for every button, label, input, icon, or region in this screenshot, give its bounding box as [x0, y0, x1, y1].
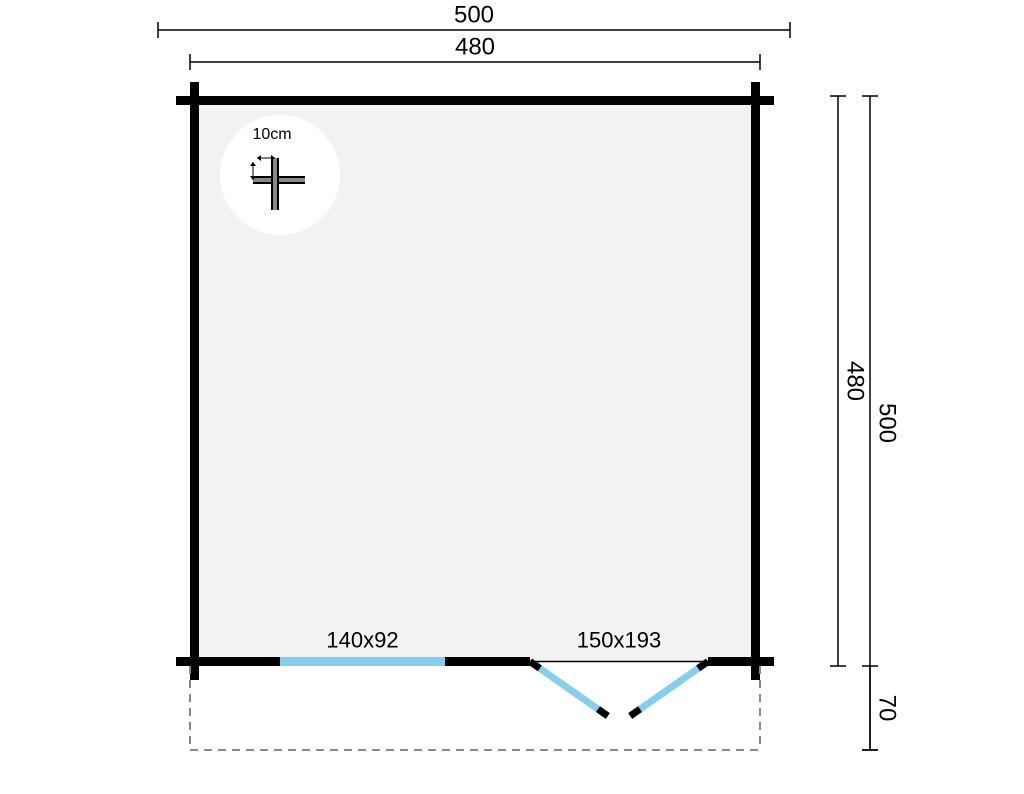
window-label: 140x92: [326, 627, 398, 652]
detail-label: 10cm: [252, 126, 291, 143]
dim-top-inner-label: 480: [455, 33, 495, 60]
dim-top-outer-label: 500: [454, 1, 494, 28]
dim-right-outer-label: 500: [874, 403, 901, 443]
dim-right-porch-label: 70: [874, 695, 901, 722]
dim-right-inner-label: 480: [842, 361, 869, 401]
floor-plan-diagram: 50048048050070140x92150x19310cm: [0, 0, 1024, 794]
door-label: 150x193: [577, 627, 661, 652]
